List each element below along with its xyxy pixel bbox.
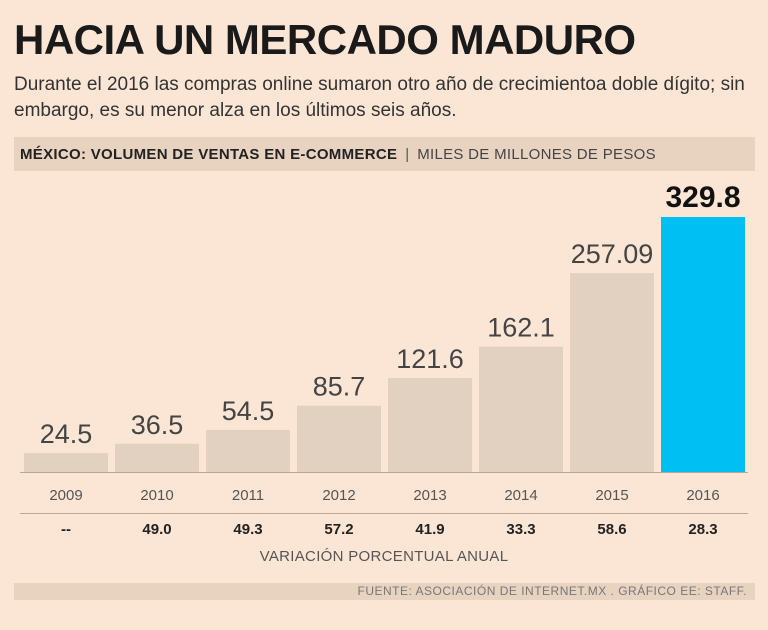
bar-2016 [661,217,745,472]
chart-unit: MILES DE MILLONES DE PESOS [417,145,656,163]
tick-label-2016: 2016 [686,487,719,504]
tick-label-2012: 2012 [322,487,355,504]
pct-change-title: VARIACIÓN PORCENTUAL ANUAL [259,548,509,565]
tick-label-2009: 2009 [49,487,82,504]
value-label-2012: 85.7 [313,372,366,402]
pct-change-2016: 28.3 [688,521,717,538]
value-label-2013: 121.6 [396,344,464,374]
bar-2009 [24,453,108,472]
tick-label-2010: 2010 [140,487,173,504]
pct-change-2013: 41.9 [415,521,444,538]
bar-2011 [206,429,290,472]
bar-2013 [388,377,472,472]
pct-change-2015: 58.6 [597,521,626,538]
value-label-2016: 329.8 [665,181,740,214]
chart-title: HACIA UN MERCADO MADURO [14,16,636,63]
bar-2015 [570,273,654,472]
pct-change-2012: 57.2 [324,521,353,538]
tick-label-2013: 2013 [413,487,446,504]
bar-2010 [115,443,199,472]
chart-subtitle: Durante el 2016 las compras online sumar… [14,74,745,121]
tick-label-2015: 2015 [595,487,628,504]
bar-chart: 24.5 2009 -- 36.5 2010 49.0 54.5 2011 49.3 85.7 20… [20,181,748,538]
value-label-2010: 36.5 [131,410,184,440]
source-footer: FUENTE: ASOCIACIÓN DE INTERNET.MX . GRÁF… [14,583,755,600]
value-label-2014: 162.1 [487,313,555,343]
pct-change-2010: 49.0 [142,521,171,538]
pct-change-2014: 33.3 [506,521,535,538]
bar-2014 [479,346,563,472]
pct-change-2011: 49.3 [233,521,262,538]
value-label-2009: 24.5 [40,419,93,449]
header-separator: | [405,145,410,163]
value-label-2011: 54.5 [222,396,275,426]
chart-heading: MÉXICO: VOLUMEN DE VENTAS EN E-COMMERCE [20,145,398,163]
value-label-2015: 257.09 [571,239,654,269]
pct-change-2009: -- [61,521,71,538]
bar-2012 [297,405,381,472]
tick-label-2011: 2011 [232,487,264,504]
tick-label-2014: 2014 [504,487,537,504]
chart-header-bar: MÉXICO: VOLUMEN DE VENTAS EN E-COMMERCE … [14,137,755,171]
source-text: FUENTE: ASOCIACIÓN DE INTERNET.MX . GRÁF… [357,584,747,598]
